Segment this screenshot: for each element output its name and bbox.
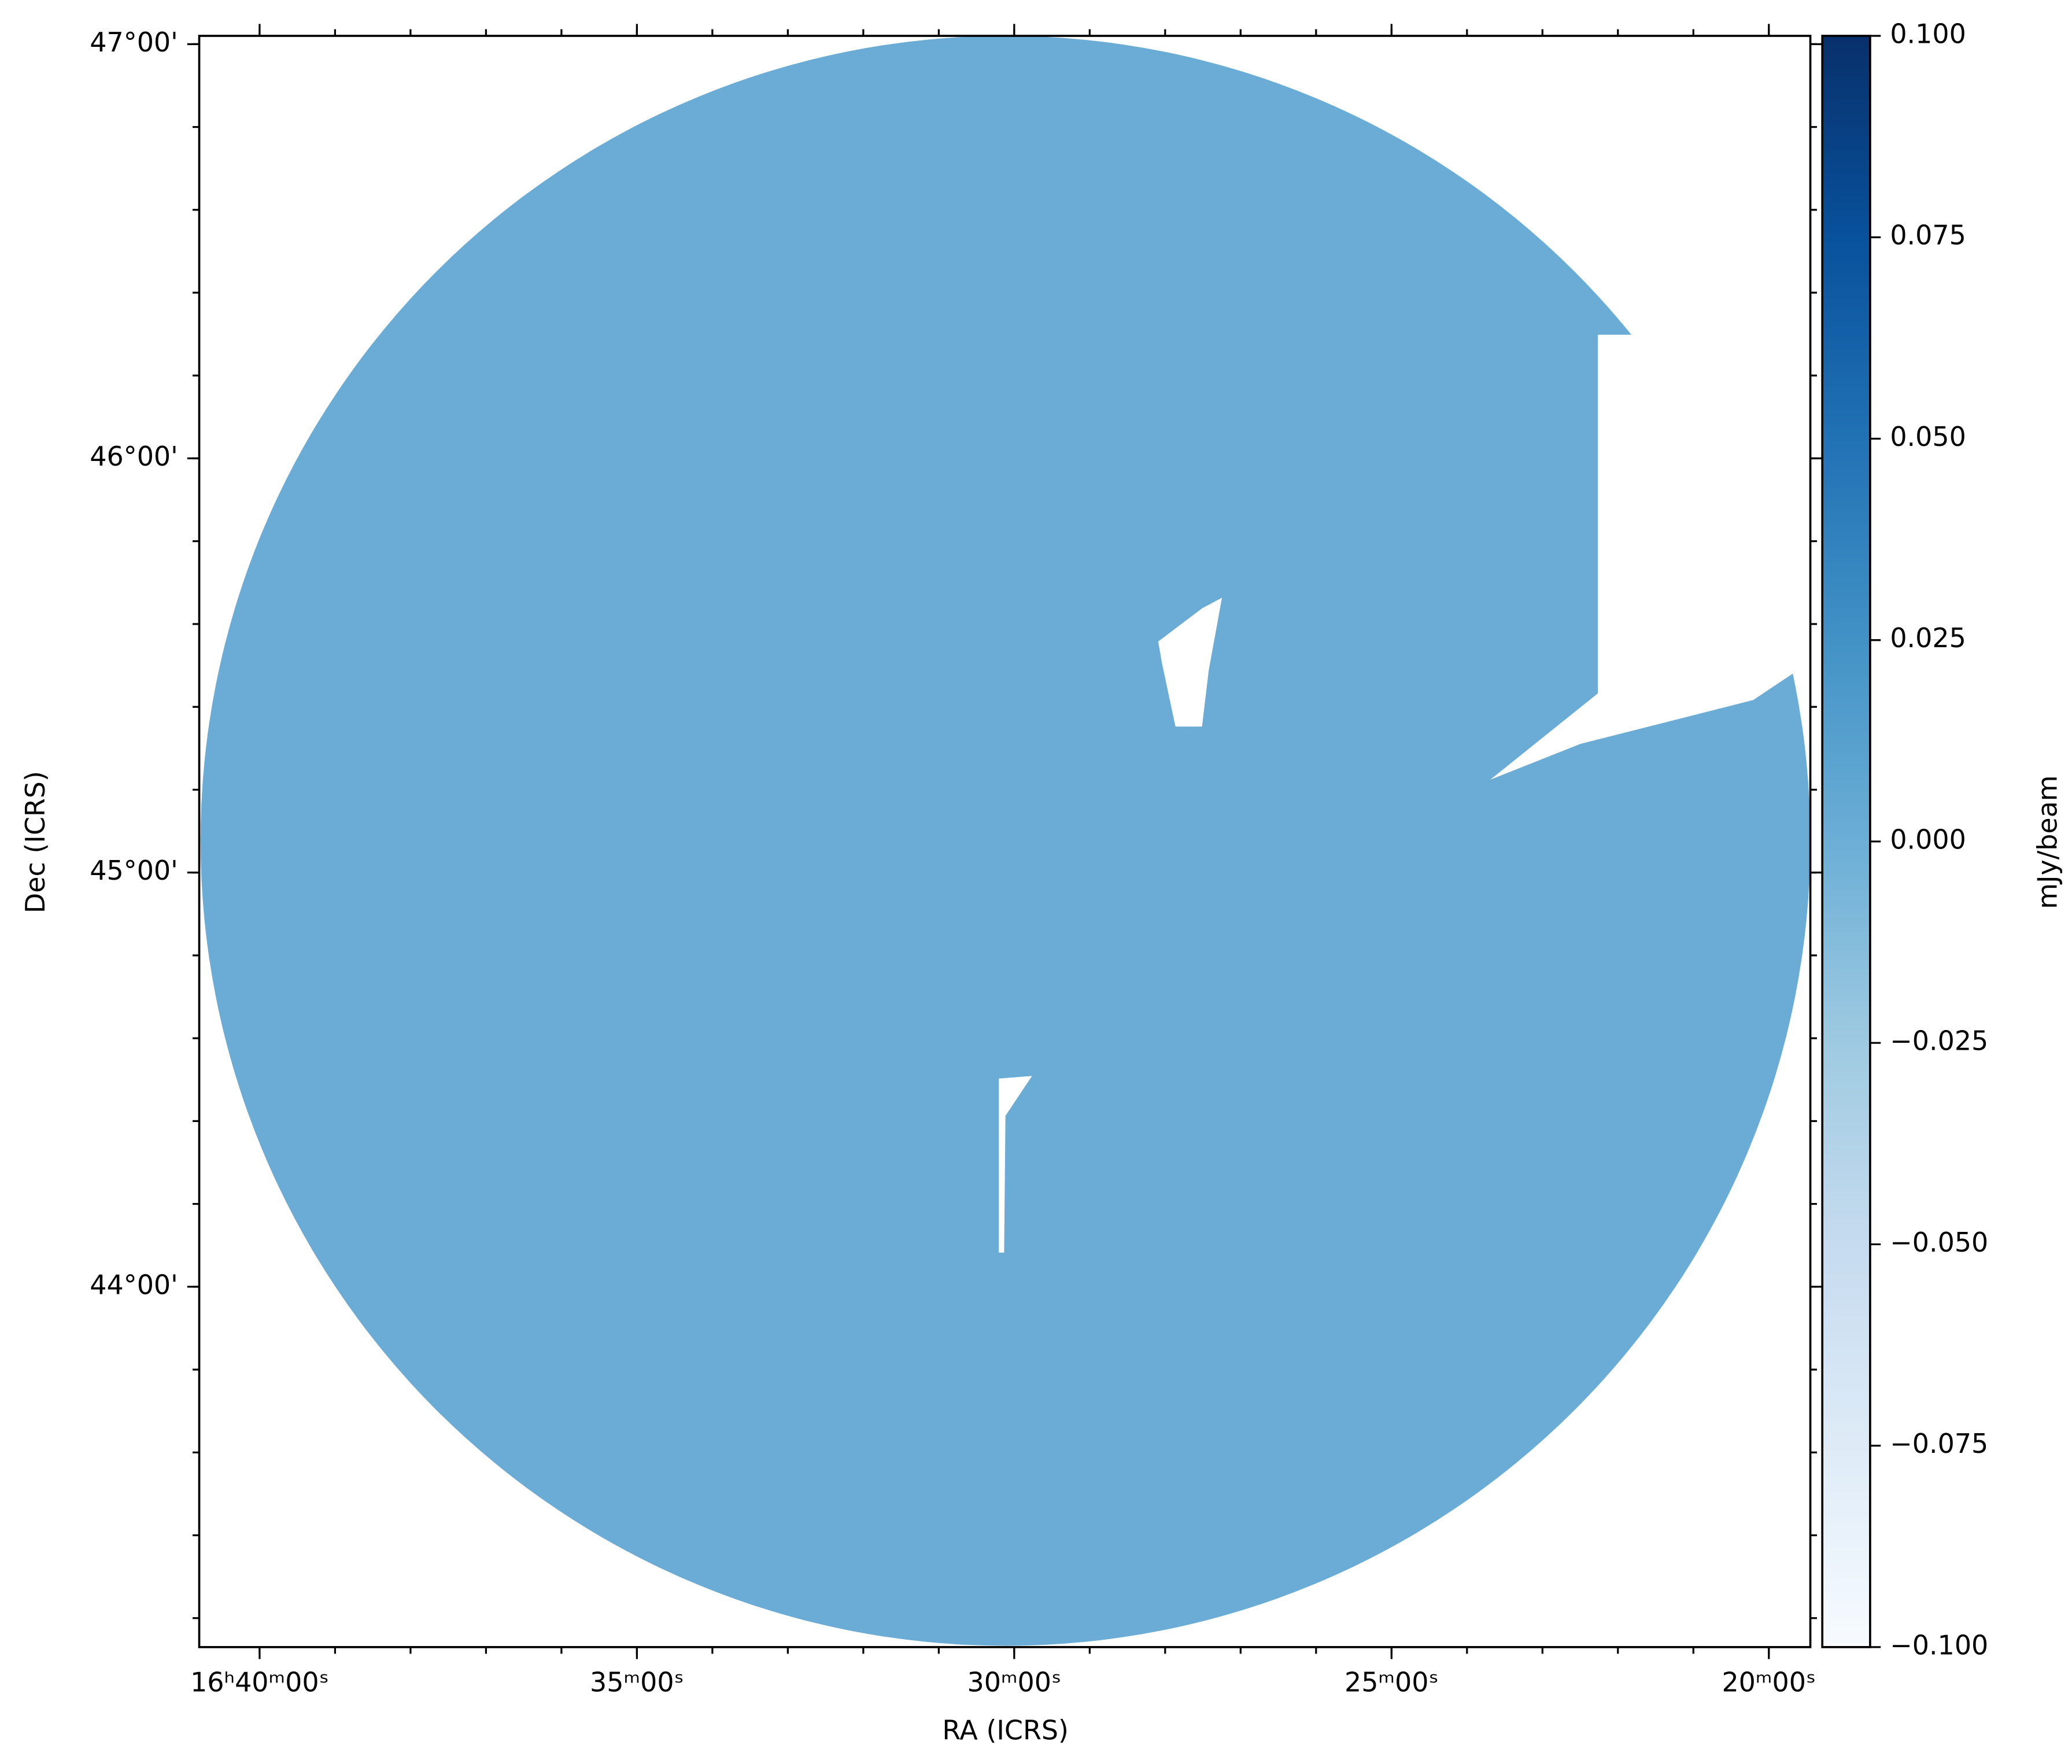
x-tick-label: 25ᵐ00ˢ xyxy=(1345,1667,1439,1698)
colorbar-tick-label: 0.075 xyxy=(1890,220,1966,251)
colorbar-tick-label: 0.000 xyxy=(1890,824,1966,855)
plot-frame xyxy=(198,35,1812,1648)
colorbar-tick-label: 0.050 xyxy=(1890,421,1966,452)
y-tick-label: 44°00' xyxy=(90,1269,178,1300)
y-tick-label: 47°00' xyxy=(90,27,178,58)
x-tick-label: 16ʰ40ᵐ00ˢ xyxy=(190,1667,329,1698)
blank-region xyxy=(1490,334,1811,780)
colorbar-tick-label: −0.025 xyxy=(1890,1025,1988,1057)
colorbar-tick-label: 0.025 xyxy=(1890,622,1966,654)
colorbar-label: mJy/beam xyxy=(2032,776,2063,909)
y-axis-label: Dec (ICRS) xyxy=(20,771,51,913)
x-tick-label: 20ᵐ00ˢ xyxy=(1722,1667,1816,1698)
blank-region xyxy=(999,1076,1032,1253)
sky-map xyxy=(200,36,1811,1646)
colorbar-tick-label: −0.075 xyxy=(1890,1428,1988,1459)
colorbar xyxy=(1821,35,1871,1648)
blank-region xyxy=(1158,597,1222,727)
y-tick-label: 46°00' xyxy=(90,441,178,472)
colorbar-tick-label: 0.100 xyxy=(1890,19,1966,50)
x-tick-label: 30ᵐ00ˢ xyxy=(967,1667,1062,1698)
colorbar-tick-label: −0.050 xyxy=(1890,1227,1988,1258)
y-tick-label: 45°00' xyxy=(90,855,178,886)
x-axis-label: RA (ICRS) xyxy=(942,1714,1069,1745)
x-tick-label: 35ᵐ00ˢ xyxy=(590,1667,684,1698)
colorbar-tick-label: −0.100 xyxy=(1890,1629,1988,1660)
image-area xyxy=(200,36,1811,1646)
